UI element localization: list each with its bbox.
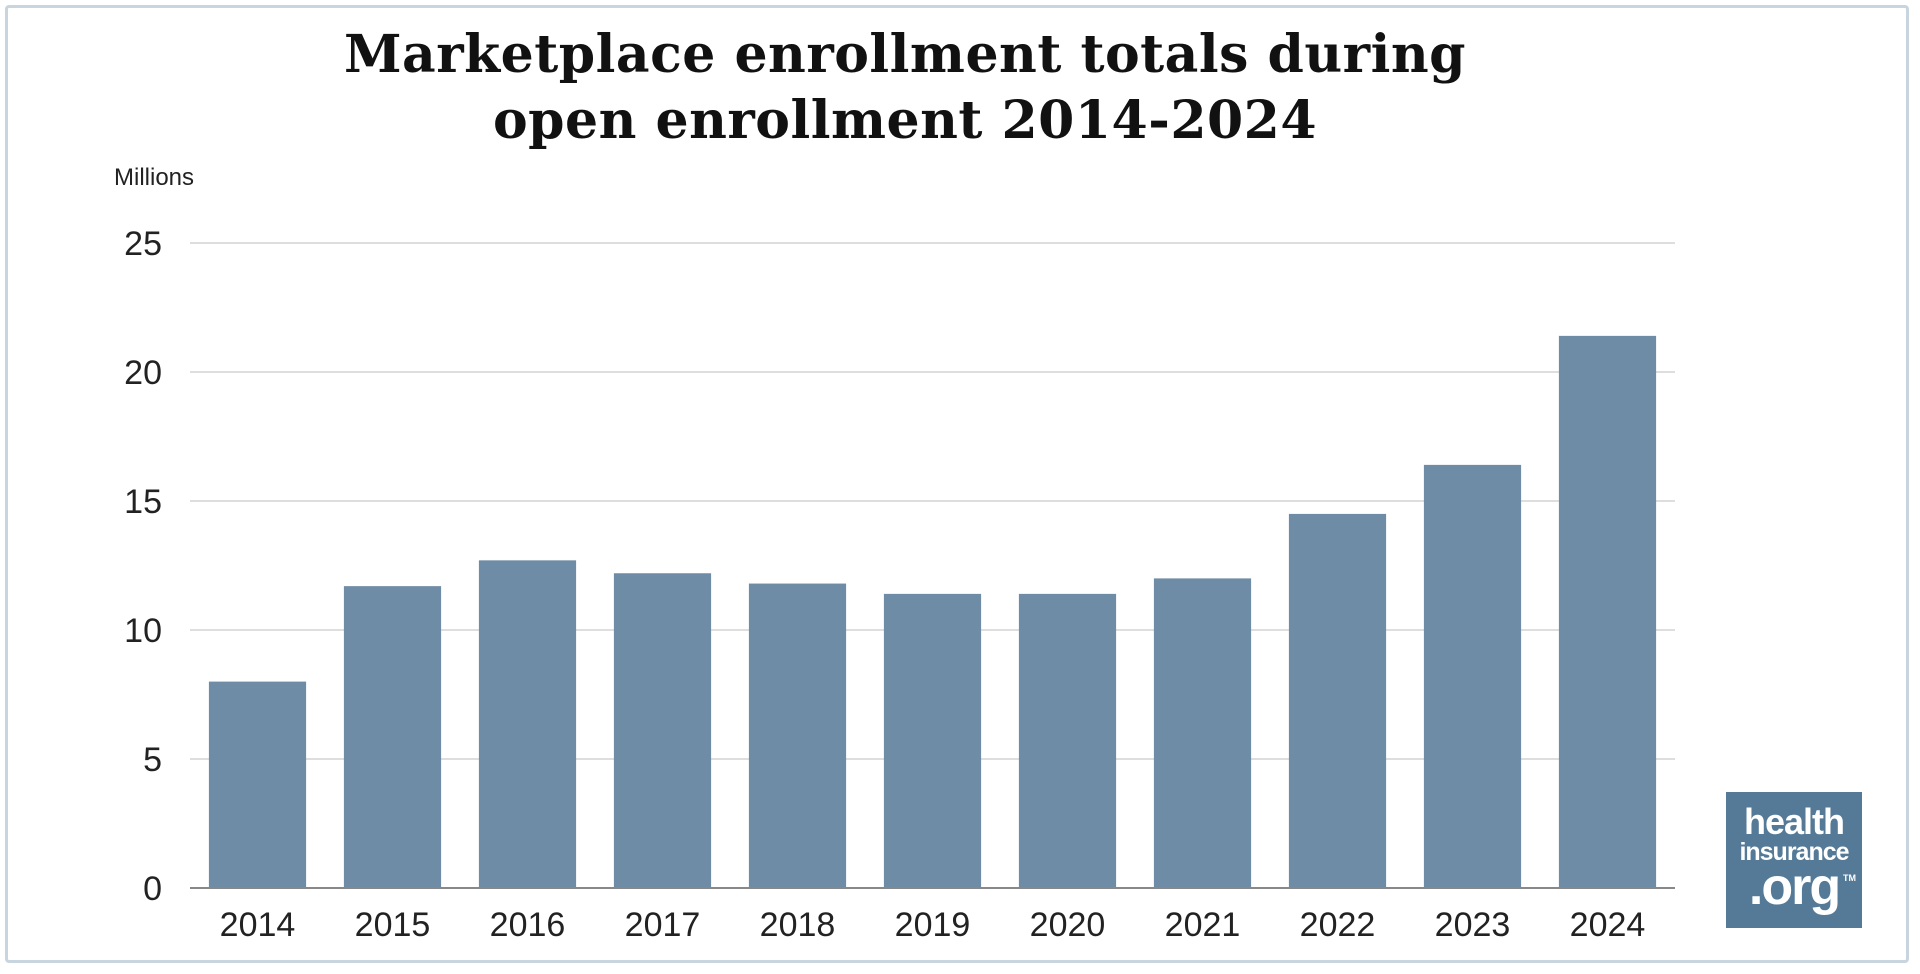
- bar: [343, 586, 442, 888]
- x-tick-label: 2019: [895, 906, 971, 944]
- y-axis-unit-label: Millions: [114, 164, 195, 191]
- x-tick-label: 2024: [1570, 906, 1646, 944]
- bar: [1153, 578, 1252, 888]
- x-tick-label: 2020: [1030, 906, 1106, 944]
- x-tick-label: 2017: [625, 906, 701, 944]
- bar: [748, 583, 847, 888]
- x-tick-label: 2022: [1300, 906, 1376, 944]
- x-tick-label: 2015: [355, 906, 431, 944]
- bar: [1288, 513, 1387, 888]
- x-tick-label: 2018: [760, 906, 836, 944]
- x-tick-label: 2016: [490, 906, 566, 944]
- logo-trademark: TM: [1843, 873, 1856, 883]
- x-tick-label: 2023: [1435, 906, 1511, 944]
- x-tick-label: 2014: [220, 906, 296, 944]
- y-tick-label: 0: [143, 870, 162, 908]
- healthinsurance-logo: health insurance .org TM: [1726, 792, 1862, 928]
- bar: [1558, 335, 1657, 888]
- logo-text-org: .org: [1748, 858, 1841, 916]
- bar: [883, 593, 982, 888]
- y-tick-label: 5: [143, 741, 162, 779]
- logo-text-insurance: insurance: [1739, 838, 1849, 866]
- bar: [478, 560, 577, 888]
- y-tick-label: 10: [124, 612, 162, 650]
- bar: [208, 681, 307, 888]
- bar: [1423, 464, 1522, 888]
- y-tick-label: 20: [124, 354, 162, 392]
- x-tick-label: 2021: [1165, 906, 1241, 944]
- bar: [1018, 593, 1117, 888]
- logo-text-health: health: [1743, 801, 1845, 842]
- bar: [613, 573, 712, 888]
- chart-title-line-2: open enrollment 2014-2024: [492, 90, 1318, 151]
- chart-title: Marketplace enrollment totals during ope…: [0, 22, 1810, 154]
- y-tick-label: 15: [124, 483, 162, 521]
- y-tick-label: 25: [124, 225, 162, 263]
- chart-title-line-1: Marketplace enrollment totals during: [344, 24, 1466, 85]
